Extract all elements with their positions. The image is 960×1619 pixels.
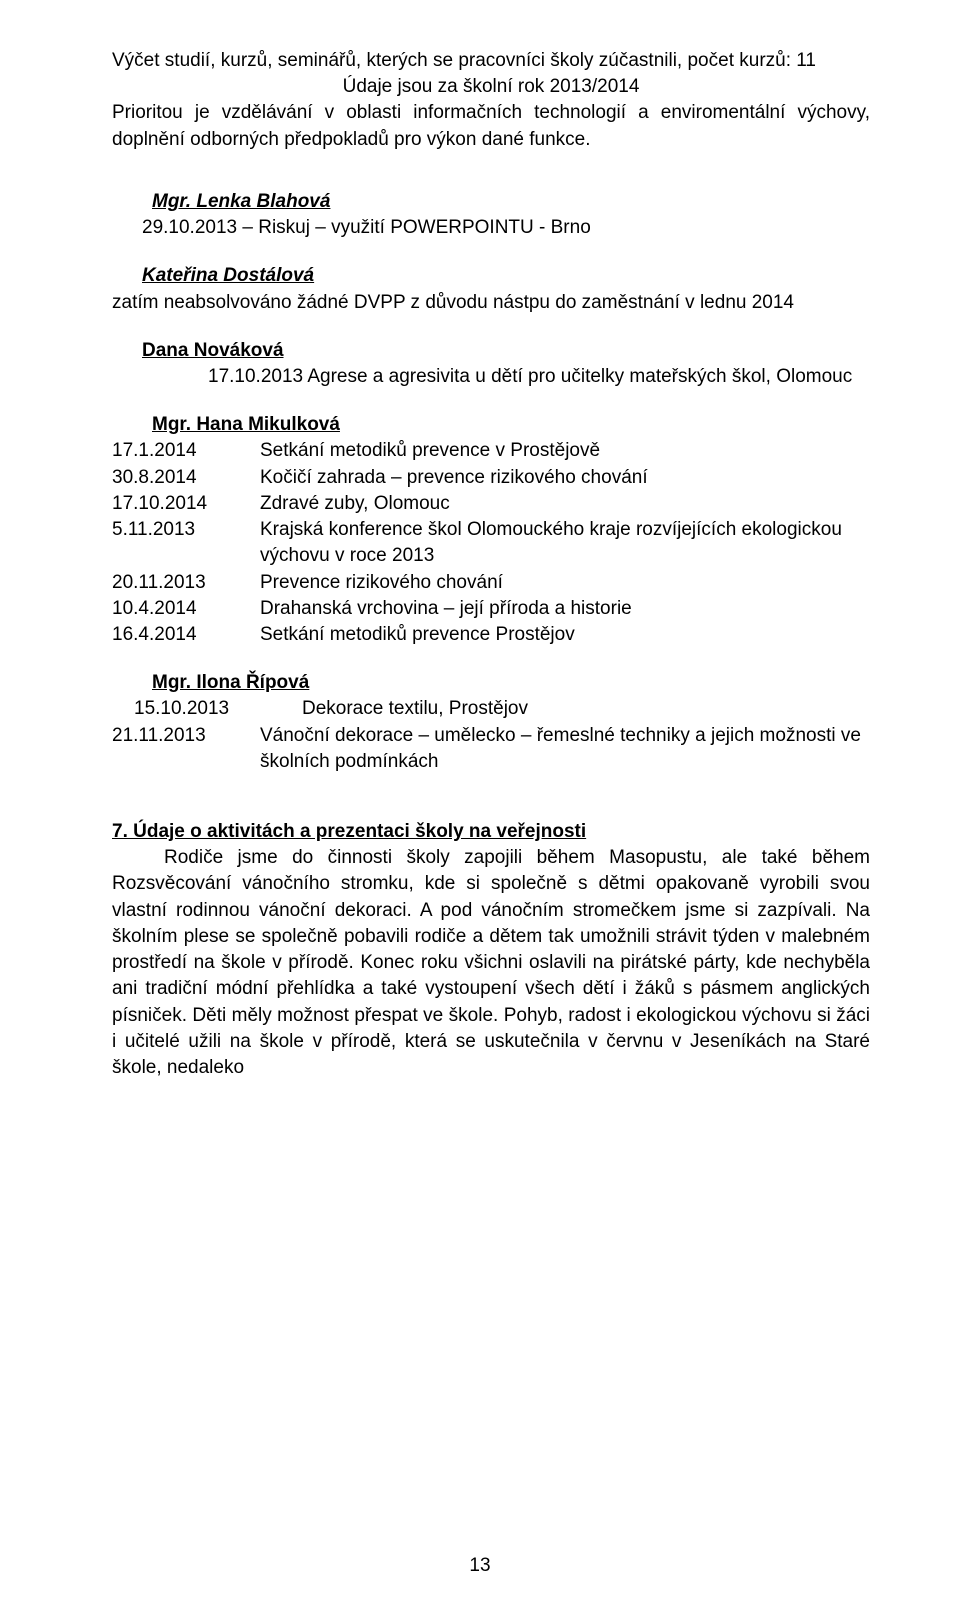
section7-body: Rodiče jsme do činnosti školy zapojili b… bbox=[112, 845, 870, 1081]
text-cell: Krajská konference škol Olomouckého kraj… bbox=[260, 517, 870, 569]
section7-heading: 7. Údaje o aktivitách a prezentaci školy… bbox=[112, 819, 870, 845]
date-cell: 17.1.2014 bbox=[112, 438, 260, 464]
text-cell: Setkání metodiků prevence Prostějov bbox=[260, 622, 870, 648]
person2-entry: zatím neabsolvováno žádné DVPP z důvodu … bbox=[112, 290, 870, 316]
text-cell: Zdravé zuby, Olomouc bbox=[260, 491, 870, 517]
intro-line3: Prioritou je vzdělávání v oblasti inform… bbox=[112, 100, 870, 152]
date-cell: 10.4.2014 bbox=[112, 596, 260, 622]
text-cell: Prevence rizikového chování bbox=[260, 570, 870, 596]
date-cell: 20.11.2013 bbox=[112, 570, 260, 596]
text-cell: Dekorace textilu, Prostějov bbox=[302, 696, 870, 722]
text-cell: Drahanská vrchovina – její příroda a his… bbox=[260, 596, 870, 622]
person1-entry: 29.10.2013 – Riskuj – využití POWERPOINT… bbox=[142, 215, 870, 241]
date-cell: 15.10.2013 bbox=[112, 696, 302, 722]
text-cell: Vánoční dekorace – umělecko – řemeslné t… bbox=[260, 723, 870, 775]
text-cell: Kočičí zahrada – prevence rizikového cho… bbox=[260, 465, 870, 491]
text-cell: Setkání metodiků prevence v Prostějově bbox=[260, 438, 870, 464]
person4-rows: 17.1.2014Setkání metodiků prevence v Pro… bbox=[112, 438, 870, 648]
date-cell: 17.10.2014 bbox=[112, 491, 260, 517]
person1-name: Mgr. Lenka Blahová bbox=[152, 189, 870, 215]
date-cell: 21.11.2013 bbox=[112, 723, 260, 775]
page-number: 13 bbox=[0, 1553, 960, 1579]
person2-name: Kateřina Dostálová bbox=[142, 263, 870, 289]
person3-entry: 17.10.2013 Agrese a agresivita u dětí pr… bbox=[180, 364, 870, 390]
person3-name: Dana Nováková bbox=[142, 338, 870, 364]
person4-name: Mgr. Hana Mikulková bbox=[152, 412, 870, 438]
date-cell: 30.8.2014 bbox=[112, 465, 260, 491]
person5-name: Mgr. Ilona Řípová bbox=[152, 670, 870, 696]
intro-line1: Výčet studií, kurzů, seminářů, kterých s… bbox=[112, 48, 870, 74]
date-cell: 5.11.2013 bbox=[112, 517, 260, 569]
date-cell: 16.4.2014 bbox=[112, 622, 260, 648]
intro-line2: Údaje jsou za školní rok 2013/2014 bbox=[112, 74, 870, 100]
person5-rows: 15.10.2013Dekorace textilu, Prostějov 21… bbox=[112, 696, 870, 775]
